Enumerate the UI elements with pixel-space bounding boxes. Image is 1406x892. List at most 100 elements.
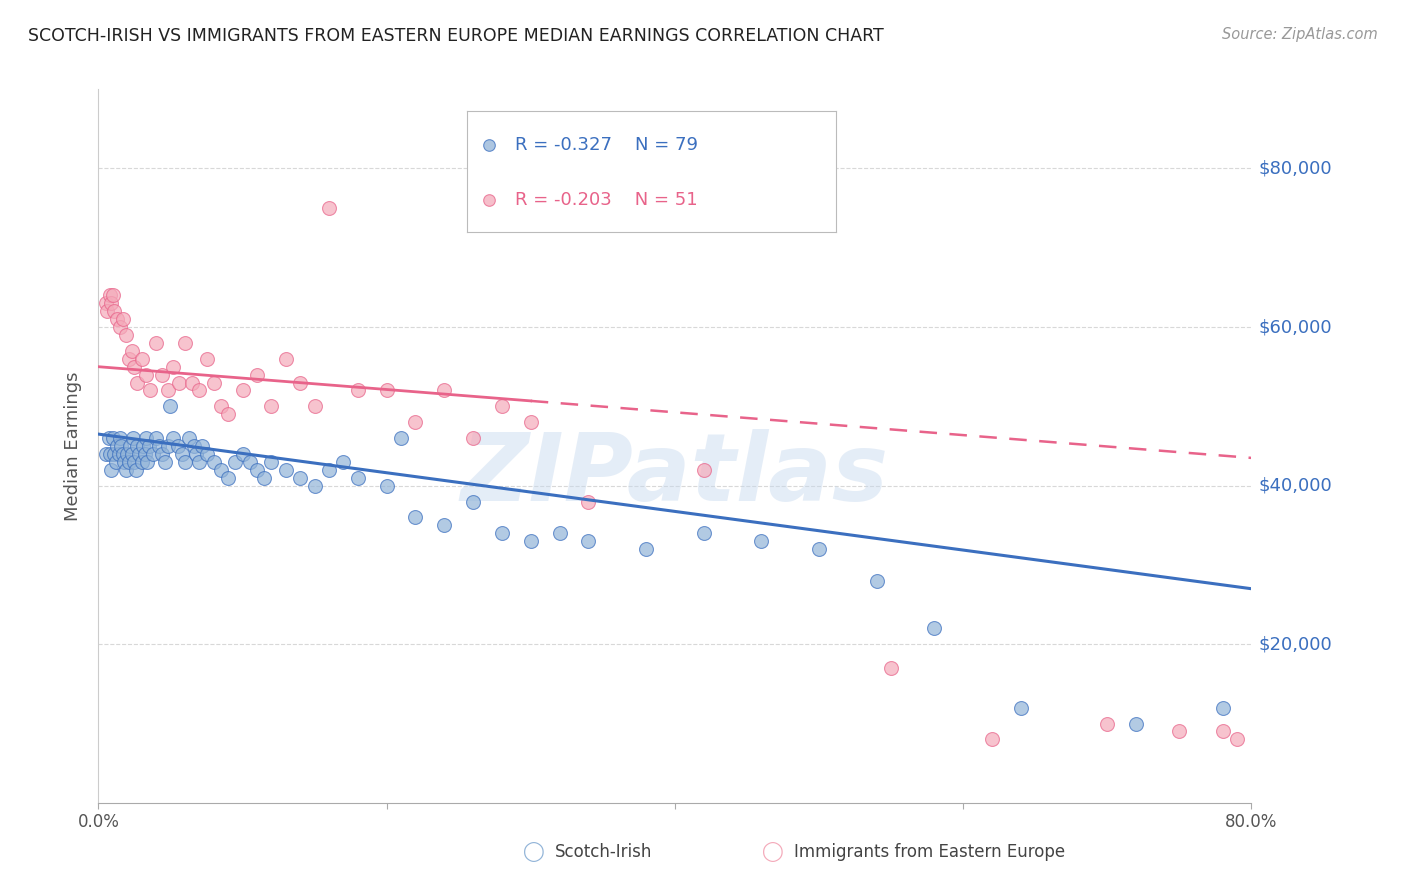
Point	[105, 312, 128, 326]
Point	[405, 510, 427, 524]
Point	[693, 526, 716, 541]
Point	[156, 439, 179, 453]
Point	[304, 400, 326, 414]
Point	[209, 400, 232, 414]
Point	[217, 471, 239, 485]
Point	[188, 384, 211, 398]
Point	[866, 574, 889, 588]
Point	[274, 463, 297, 477]
Point	[148, 439, 170, 453]
Point	[101, 288, 124, 302]
Point	[117, 447, 138, 461]
Point	[101, 431, 124, 445]
Point	[167, 376, 190, 390]
Point	[162, 431, 184, 445]
Point	[461, 431, 484, 445]
Point	[111, 447, 134, 461]
Point	[1125, 716, 1147, 731]
Point	[202, 455, 225, 469]
Point	[290, 376, 312, 390]
Point	[433, 384, 456, 398]
Point	[150, 447, 173, 461]
Point	[807, 542, 830, 557]
Text: Immigrants from Eastern Europe: Immigrants from Eastern Europe	[794, 843, 1066, 861]
Point	[217, 407, 239, 421]
Point	[162, 359, 184, 374]
Point	[105, 439, 128, 453]
Point	[209, 463, 232, 477]
Point	[274, 351, 297, 366]
Point	[125, 463, 148, 477]
Point	[159, 400, 181, 414]
Point	[122, 431, 145, 445]
Point	[186, 447, 208, 461]
Point	[1168, 724, 1191, 739]
Point	[179, 431, 201, 445]
Point	[145, 335, 167, 350]
Point	[97, 431, 120, 445]
Point	[131, 351, 153, 366]
Point	[202, 376, 225, 390]
Point	[139, 384, 162, 398]
Y-axis label: Median Earnings: Median Earnings	[65, 371, 83, 521]
Text: $60,000: $60,000	[1258, 318, 1331, 336]
Text: ZIPatlas: ZIPatlas	[461, 428, 889, 521]
Point	[922, 621, 945, 635]
Point	[136, 455, 159, 469]
Point	[132, 439, 155, 453]
Point	[693, 463, 716, 477]
Point	[1010, 700, 1032, 714]
Point	[636, 542, 658, 557]
Point	[131, 455, 153, 469]
Point	[134, 447, 156, 461]
Point	[195, 351, 218, 366]
Point	[96, 304, 118, 318]
Point	[253, 471, 276, 485]
Point	[150, 368, 173, 382]
Point	[461, 494, 484, 508]
Point	[332, 455, 354, 469]
Point	[246, 368, 269, 382]
Point	[183, 439, 205, 453]
Text: $40,000: $40,000	[1258, 476, 1331, 495]
Point	[231, 384, 254, 398]
Point	[188, 455, 211, 469]
Text: ◯: ◯	[762, 842, 785, 862]
Point	[166, 439, 188, 453]
Point	[114, 328, 136, 343]
Point	[578, 494, 600, 508]
Point	[260, 455, 283, 469]
Point	[104, 455, 127, 469]
Point	[98, 447, 121, 461]
Point	[142, 447, 165, 461]
Point	[346, 384, 368, 398]
Point	[111, 312, 134, 326]
Point	[375, 384, 398, 398]
Point	[156, 384, 179, 398]
Point	[389, 431, 412, 445]
Text: Scotch-Irish: Scotch-Irish	[555, 843, 652, 861]
Point	[1226, 732, 1249, 747]
Text: $80,000: $80,000	[1258, 160, 1331, 178]
Point	[491, 526, 513, 541]
Point	[751, 534, 773, 549]
Point	[107, 447, 129, 461]
Point	[195, 447, 218, 461]
Point	[181, 376, 204, 390]
Point	[100, 463, 122, 477]
Point	[260, 400, 283, 414]
Point	[1212, 700, 1234, 714]
Point	[145, 431, 167, 445]
Point	[224, 455, 246, 469]
Point	[121, 447, 143, 461]
Point	[174, 335, 197, 350]
Point	[520, 415, 543, 429]
Point	[108, 320, 131, 334]
Point	[124, 455, 146, 469]
Point	[578, 534, 600, 549]
Point	[108, 431, 131, 445]
Point	[981, 732, 1004, 747]
Point	[170, 447, 193, 461]
Point	[433, 518, 456, 533]
Point	[304, 478, 326, 492]
